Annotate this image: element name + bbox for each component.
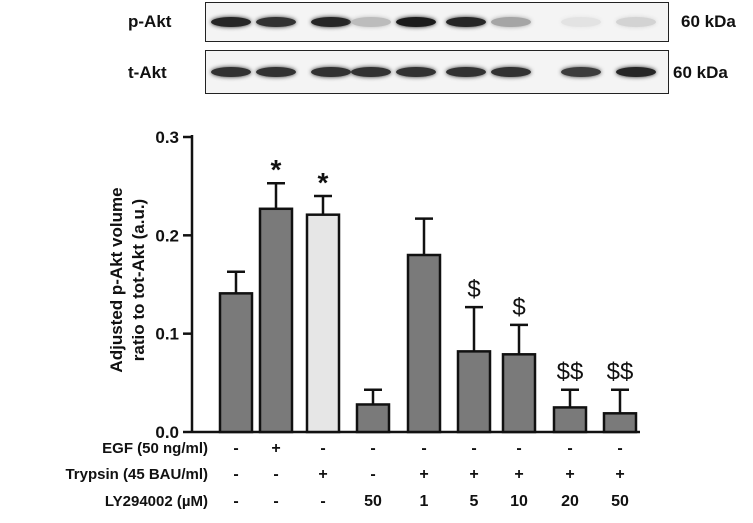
condition-value: -	[233, 493, 239, 510]
y-tick-label: 0.2	[155, 226, 179, 245]
condition-value: -	[233, 440, 239, 457]
significance-marker: $$	[607, 359, 634, 386]
bar	[456, 350, 492, 434]
condition-value: -	[617, 440, 623, 457]
blot-band	[351, 17, 391, 27]
condition-value: -	[471, 440, 477, 457]
condition-value: -	[370, 440, 376, 457]
bar	[355, 403, 391, 434]
blot-band	[446, 17, 486, 27]
blot-band	[561, 67, 601, 77]
condition-value: +	[469, 466, 479, 483]
blot-band	[211, 17, 251, 27]
condition-value: -	[320, 493, 326, 510]
bar	[602, 412, 638, 434]
bar	[501, 353, 537, 434]
condition-value: -	[273, 493, 279, 510]
condition-label: EGF (50 ng/ml)	[102, 440, 208, 457]
blot-image-t-akt	[205, 50, 669, 94]
blot-band	[616, 67, 656, 77]
condition-value: -	[516, 440, 522, 457]
blot-band	[311, 67, 351, 77]
blot-band	[396, 67, 436, 77]
blot-band	[491, 17, 531, 27]
condition-value: -	[273, 466, 279, 483]
condition-value: 1	[419, 493, 429, 510]
blot-image-p-akt	[205, 2, 669, 42]
y-tick-label: 0.3	[155, 128, 179, 147]
blot-band	[256, 17, 296, 27]
condition-value: +	[514, 466, 524, 483]
blot-band	[351, 67, 391, 77]
condition-value: -	[567, 440, 573, 457]
condition-value: 50	[364, 493, 382, 510]
blot-band	[396, 17, 436, 27]
blot-band	[256, 67, 296, 77]
bar	[218, 292, 254, 434]
blot-kda-p-akt: 60 kDa	[681, 12, 736, 31]
bar	[258, 207, 294, 434]
significance-marker: $$	[557, 359, 584, 386]
condition-label: Trypsin (45 BAU/ml)	[65, 466, 208, 483]
blot-band	[211, 67, 251, 77]
blot-label-p-akt: p-Akt	[128, 12, 172, 31]
bar	[552, 406, 588, 434]
blot-band	[311, 17, 351, 27]
blot-band	[561, 17, 601, 27]
condition-value: 5	[469, 493, 479, 510]
condition-value: +	[271, 440, 281, 457]
blot-label-t-akt: t-Akt	[128, 63, 167, 82]
significance-marker: $	[467, 276, 480, 303]
condition-value: +	[419, 466, 429, 483]
condition-value: +	[615, 466, 625, 483]
significance-marker: $	[512, 294, 525, 321]
y-tick-label: 0.0	[155, 423, 179, 442]
y-tick-label: 0.1	[155, 325, 179, 344]
condition-value: 10	[510, 493, 528, 510]
bar	[406, 253, 442, 434]
blot-band	[446, 67, 486, 77]
condition-value: +	[565, 466, 575, 483]
condition-value: +	[318, 466, 328, 483]
blot-band	[616, 17, 656, 27]
bar	[305, 213, 341, 434]
condition-value: -	[320, 440, 326, 457]
condition-label: LY294002 (µM)	[104, 493, 208, 510]
significance-marker: *	[318, 167, 329, 198]
y-axis-label: Adjusted p-Akt volume ratio to tot-Akt (a…	[107, 187, 148, 372]
condition-value: -	[421, 440, 427, 457]
blot-band	[491, 67, 531, 77]
condition-value: -	[233, 466, 239, 483]
blot-kda-t-akt: 60 kDa	[673, 63, 728, 82]
condition-value: 50	[611, 493, 629, 510]
condition-value: 20	[561, 493, 579, 510]
significance-marker: *	[271, 154, 282, 185]
condition-value: -	[370, 466, 376, 483]
